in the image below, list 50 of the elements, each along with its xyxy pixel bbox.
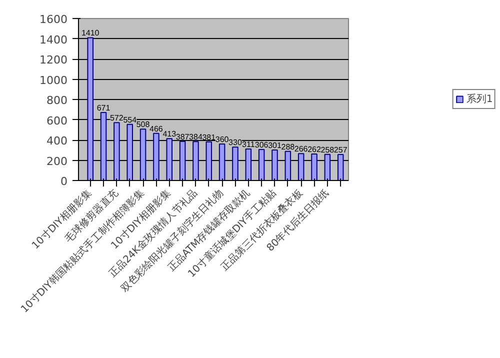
data-label: 1410	[81, 28, 100, 38]
data-label: 266	[294, 144, 308, 154]
bar	[298, 153, 304, 180]
bar	[114, 122, 120, 180]
data-label: 311	[242, 140, 256, 150]
data-label: 671	[96, 104, 111, 113]
bar	[218, 144, 226, 180]
y-tick-label: 200	[46, 154, 68, 168]
bar	[337, 154, 344, 180]
bar	[206, 141, 212, 180]
bar	[166, 138, 173, 180]
bar	[100, 112, 107, 180]
data-label: 262	[308, 144, 322, 154]
y-tick-label: 800	[46, 94, 68, 107]
bar	[245, 148, 252, 180]
bar	[324, 154, 331, 180]
bar	[126, 124, 133, 180]
data-label: 413	[162, 130, 177, 139]
data-label: 360	[215, 135, 230, 144]
data-label: 466	[150, 124, 164, 134]
bar	[192, 141, 199, 180]
data-label: 381	[202, 132, 216, 142]
bar	[153, 132, 160, 180]
bar	[232, 146, 238, 180]
bar	[272, 150, 278, 180]
y-tick-label: 1400	[40, 33, 68, 46]
y-tick-label: 0	[60, 175, 68, 188]
bar	[140, 128, 146, 180]
data-label: 257	[334, 145, 348, 154]
bar	[284, 150, 292, 180]
bar	[87, 37, 94, 180]
data-label: 306	[254, 140, 269, 150]
data-label: 572	[110, 114, 124, 123]
y-tick-label: 1600	[40, 13, 68, 26]
data-label: 554	[123, 115, 138, 124]
bar	[258, 149, 265, 180]
bar	[179, 140, 186, 180]
y-tick-label: 1200	[40, 54, 68, 66]
data-label: 288	[281, 142, 296, 152]
data-label: 384	[189, 132, 203, 142]
data-label: 330	[228, 138, 242, 148]
data-label: 258	[320, 145, 335, 154]
bar	[311, 153, 318, 180]
legend-label: 系列1	[466, 92, 493, 106]
data-label: 508	[136, 120, 150, 130]
y-tick-label: 400	[46, 134, 68, 148]
data-label: 301	[268, 141, 282, 150]
data-label: 387	[176, 132, 190, 142]
y-tick-label: 1000	[40, 74, 68, 87]
y-tick-label: 600	[46, 114, 68, 128]
